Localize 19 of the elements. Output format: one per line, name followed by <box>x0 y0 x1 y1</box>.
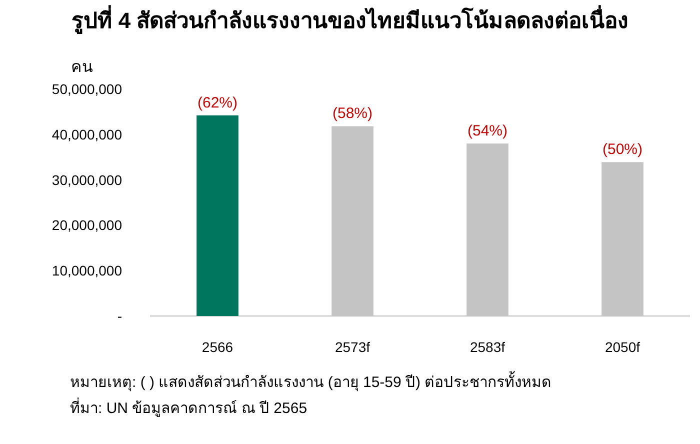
y-axis-title: คน <box>71 59 93 76</box>
annotation: (54%) <box>467 122 508 140</box>
annotation: (62%) <box>197 94 238 112</box>
y-tick-label: 20,000,000 <box>52 217 122 234</box>
annotation: (50%) <box>602 141 643 158</box>
x-tick-label: 2566 <box>202 339 234 355</box>
x-tick-label: 2050f <box>604 339 640 355</box>
y-tick-label: - <box>117 308 122 324</box>
y-tick-label: 50,000,000 <box>52 81 122 97</box>
y-tick-label: 40,000,000 <box>52 126 122 142</box>
annotation: (58%) <box>332 105 373 122</box>
text: หมายเหตุ: ( ) แสดงสัดส่วนกำลังแรงงาน (อายุ 15-59 ปี) ต่อประชากรทั้งหมด <box>70 371 552 392</box>
chart-title: รูปที่ 4 สัดส่วนกำลังแรงงานของไทยมีแนวโน้มลดลงต่อเนื่อง <box>71 4 629 35</box>
y-tick-label: 30,000,000 <box>52 172 122 188</box>
bar <box>196 115 238 316</box>
x-tick-label: 2573f <box>334 339 370 355</box>
y-tick-label: 10,000,000 <box>52 262 122 279</box>
text: ที่มา: UN ข้อมูลคาดการณ์ ณ ปี 2565 <box>70 397 308 417</box>
x-tick-label: 2583f <box>470 339 506 355</box>
